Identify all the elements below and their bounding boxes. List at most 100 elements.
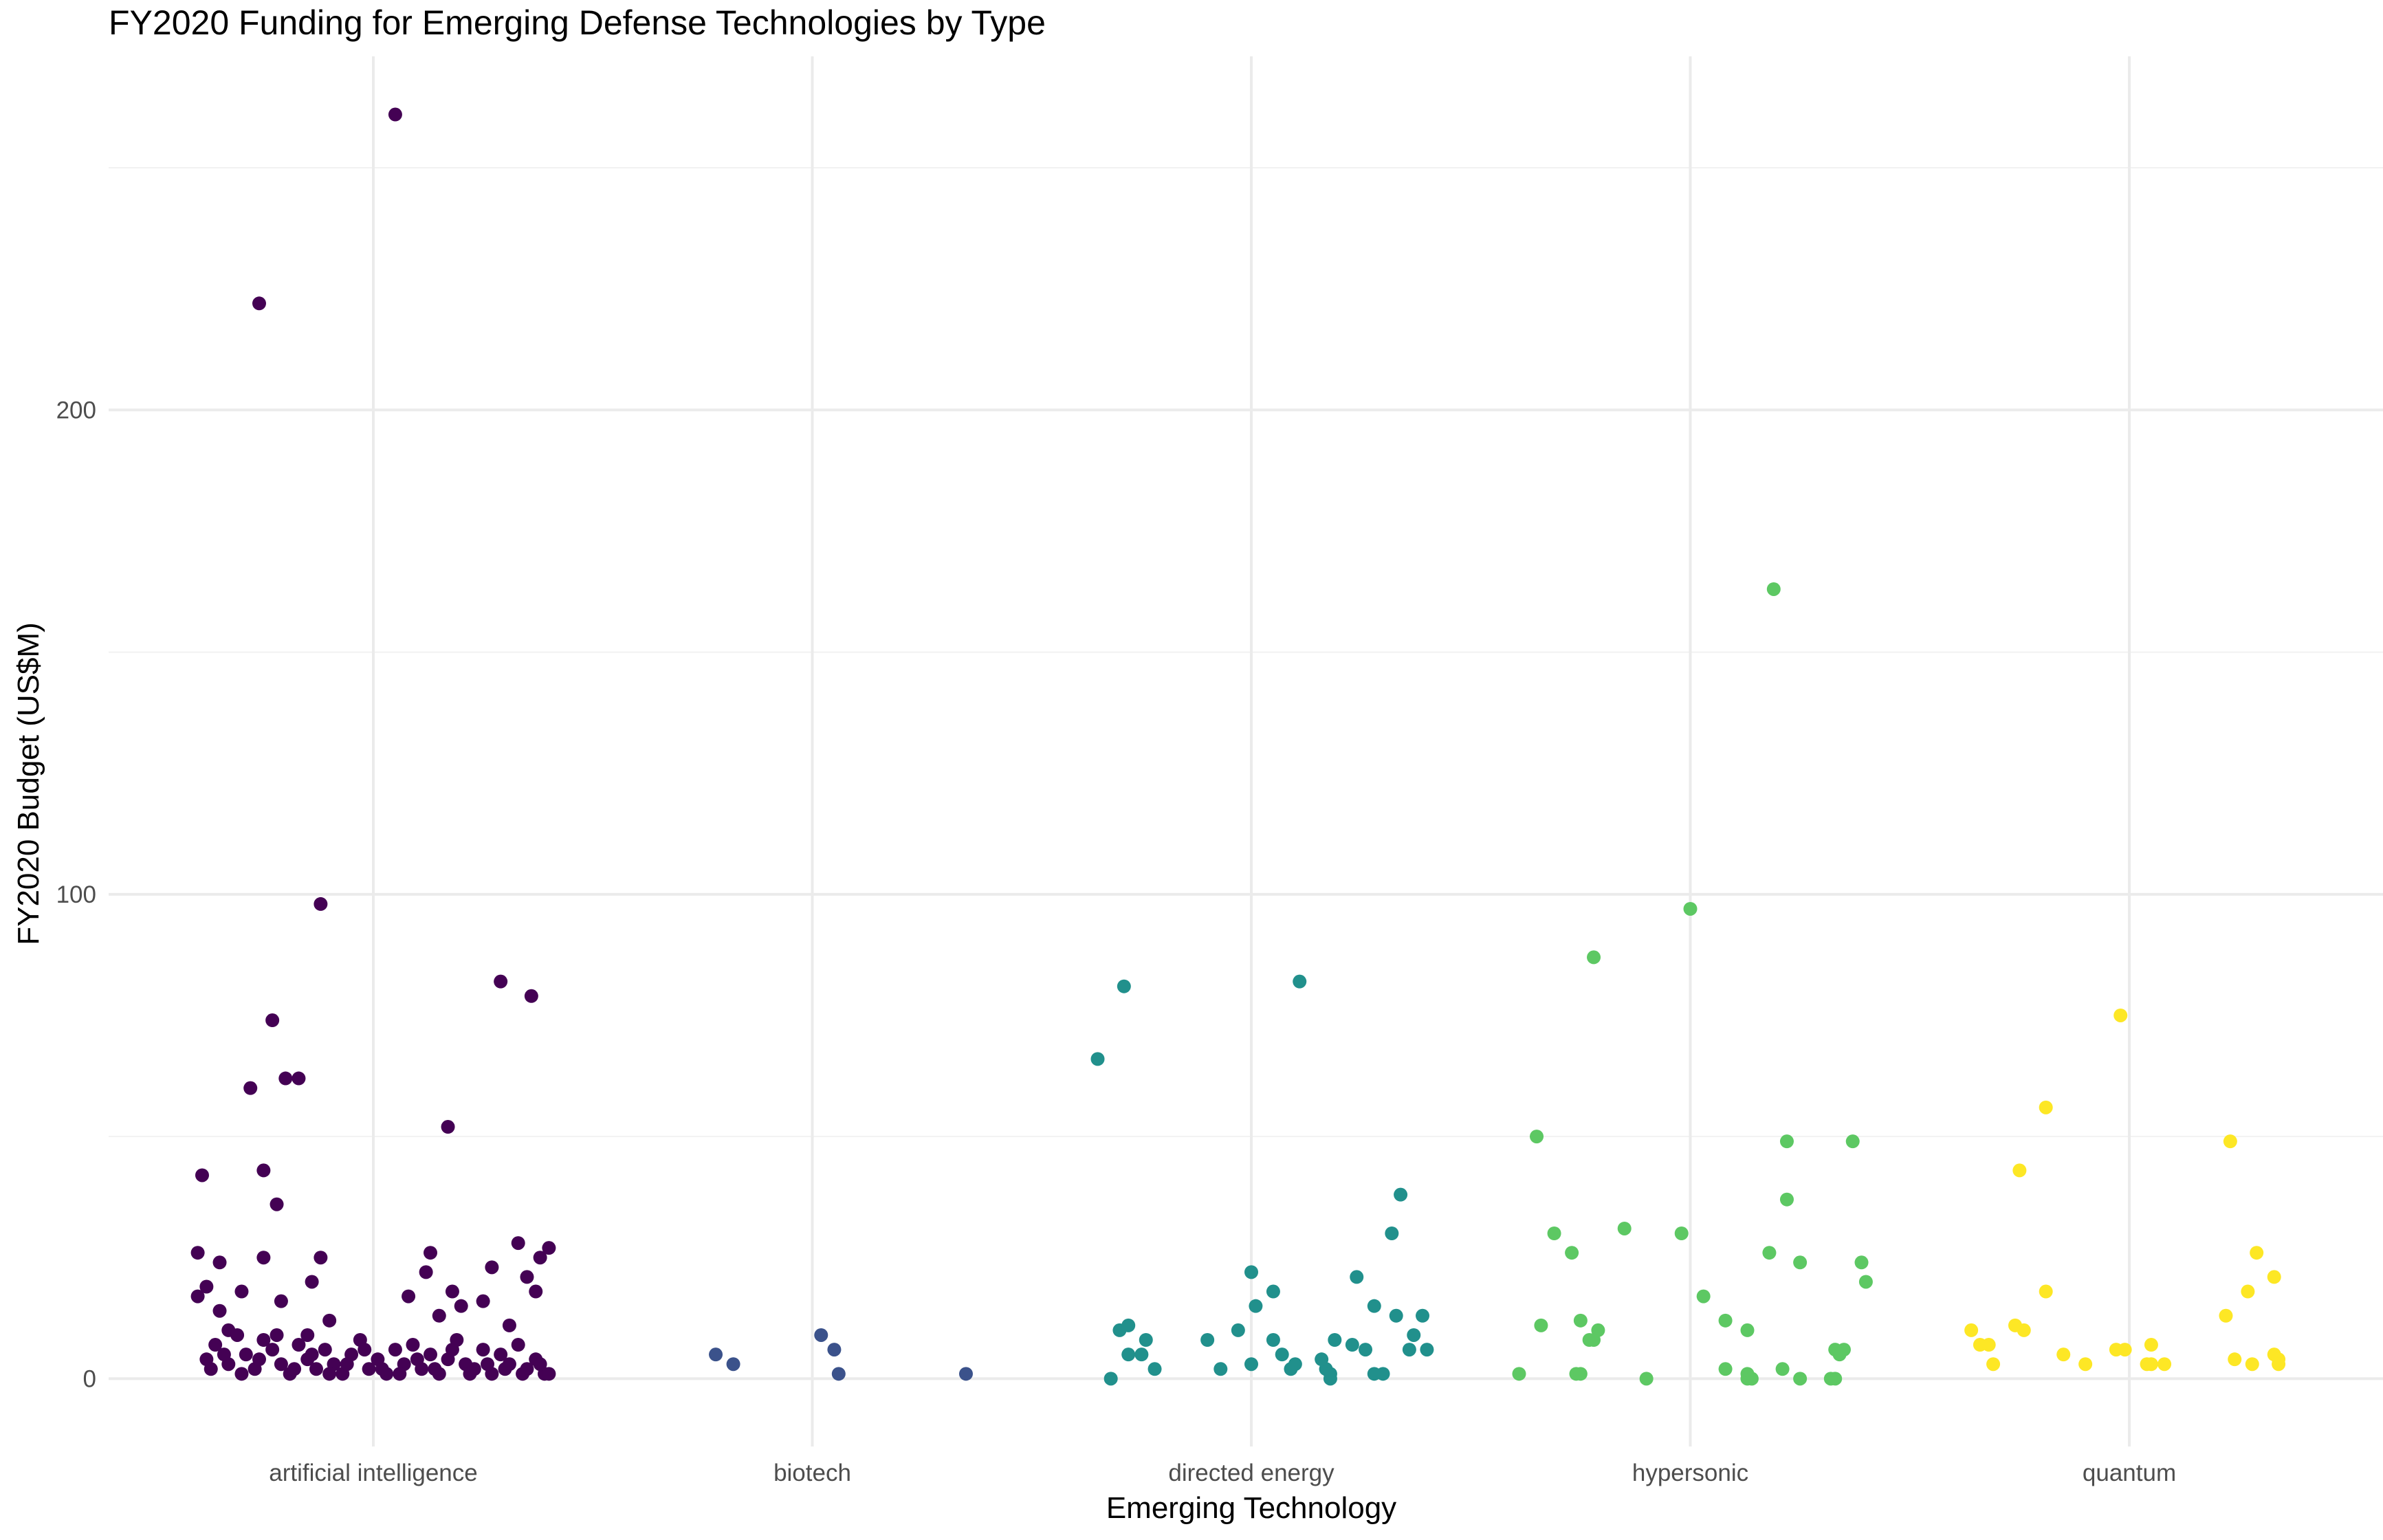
data-point <box>274 1357 288 1372</box>
data-point <box>1328 1333 1342 1348</box>
data-point <box>485 1260 499 1275</box>
data-point <box>1845 1134 1860 1149</box>
data-point <box>270 1328 284 1342</box>
data-point <box>1420 1343 1434 1357</box>
data-point <box>1779 1134 1794 1149</box>
data-point <box>424 1348 438 1362</box>
data-point <box>230 1328 245 1342</box>
data-point <box>1121 1318 1136 1332</box>
data-point <box>432 1308 446 1323</box>
data-point <box>1766 582 1781 596</box>
data-point <box>1854 1255 1869 1270</box>
data-point <box>212 1255 227 1270</box>
data-point <box>287 1362 302 1376</box>
data-point <box>300 1328 315 1342</box>
data-point <box>1385 1226 1399 1241</box>
data-point <box>1315 1352 1329 1367</box>
data-point <box>256 1251 271 1265</box>
data-point <box>1407 1328 1421 1342</box>
data-point <box>1582 1333 1596 1348</box>
data-point <box>2250 1246 2264 1260</box>
data-point <box>1547 1226 1561 1241</box>
data-points <box>190 107 2286 1386</box>
data-point <box>516 1367 530 1381</box>
data-point <box>252 296 266 311</box>
data-point <box>393 1367 407 1381</box>
data-point <box>2039 1284 2053 1299</box>
data-point <box>265 1013 280 1028</box>
data-point <box>494 974 508 989</box>
data-point <box>445 1343 459 1357</box>
grid-lines <box>109 56 2383 1446</box>
data-point <box>2245 1357 2259 1372</box>
data-point <box>1266 1333 1280 1348</box>
data-point <box>1121 1348 1136 1362</box>
data-point <box>1565 1246 1579 1260</box>
data-point <box>362 1362 376 1376</box>
data-point <box>1244 1265 1258 1279</box>
data-point <box>463 1367 477 1381</box>
data-point <box>256 1163 271 1178</box>
data-point <box>419 1265 433 1279</box>
data-point <box>1323 1367 1337 1381</box>
data-point <box>814 1328 828 1342</box>
data-point <box>2228 1352 2242 1367</box>
data-point <box>217 1348 231 1362</box>
data-point <box>502 1318 516 1332</box>
data-point <box>322 1313 337 1328</box>
data-point <box>481 1357 495 1372</box>
data-point <box>314 896 328 911</box>
x-tick-label: artificial intelligence <box>269 1460 477 1486</box>
data-point <box>445 1284 459 1299</box>
data-point <box>2219 1308 2233 1323</box>
data-point <box>1147 1362 1162 1376</box>
data-point <box>424 1246 438 1260</box>
data-point <box>2017 1323 2031 1337</box>
data-point <box>195 1168 209 1182</box>
data-point <box>1117 979 1131 993</box>
data-point <box>1793 1255 1808 1270</box>
data-point <box>1200 1333 1215 1348</box>
data-point <box>375 1362 389 1376</box>
data-point <box>270 1197 284 1211</box>
data-point <box>199 1279 214 1294</box>
data-point <box>1858 1275 1873 1289</box>
data-point <box>2241 1284 2255 1299</box>
y-tick-label: 100 <box>56 881 96 908</box>
data-point <box>1964 1323 1979 1337</box>
data-point <box>1639 1372 1654 1386</box>
data-point <box>454 1299 468 1313</box>
data-point <box>265 1343 280 1357</box>
data-point <box>406 1338 420 1352</box>
data-point <box>234 1367 249 1381</box>
chart-title: FY2020 Funding for Emerging Defense Tech… <box>109 3 1046 42</box>
data-point <box>2157 1357 2172 1372</box>
data-point <box>1345 1338 1359 1352</box>
data-point <box>1718 1313 1733 1328</box>
data-point <box>402 1289 416 1304</box>
data-point <box>1350 1270 1364 1284</box>
y-tick-label: 0 <box>83 1365 96 1392</box>
x-tick-labels: artificial intelligence biotech directed e… <box>269 1460 2176 1486</box>
data-point <box>827 1343 842 1357</box>
data-point <box>234 1284 249 1299</box>
data-point <box>1244 1357 1258 1372</box>
y-tick-labels: 0 100 200 <box>56 397 96 1392</box>
data-point <box>292 1338 306 1352</box>
data-point <box>533 1357 547 1372</box>
data-point <box>256 1333 271 1348</box>
data-point <box>204 1362 218 1376</box>
data-point <box>1367 1299 1381 1313</box>
data-point <box>2272 1357 2286 1372</box>
data-point <box>1402 1343 1416 1357</box>
data-point <box>358 1343 372 1357</box>
data-point <box>1740 1323 1755 1337</box>
data-point <box>1275 1348 1289 1362</box>
data-point <box>1266 1284 1280 1299</box>
data-point <box>1986 1357 2001 1372</box>
data-point <box>498 1362 512 1376</box>
data-point <box>533 1251 547 1265</box>
data-point <box>428 1362 442 1376</box>
data-point <box>1617 1221 1632 1235</box>
